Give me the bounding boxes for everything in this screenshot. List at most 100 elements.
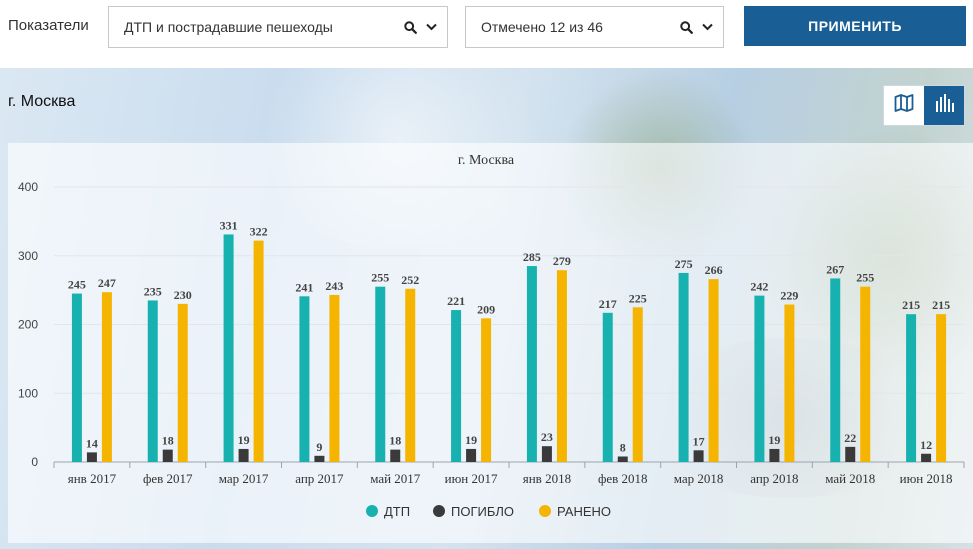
bar	[86, 452, 97, 462]
bar	[451, 310, 462, 462]
indicator-select[interactable]: ДТП и пострадавшие пешеходы	[108, 6, 448, 48]
data-label: 279	[553, 254, 571, 268]
y-tick-label: 300	[18, 249, 38, 263]
bar	[784, 304, 795, 462]
x-tick-label: май 2018	[825, 471, 875, 486]
bar	[405, 288, 416, 462]
bar	[936, 314, 947, 462]
data-label: 17	[693, 434, 705, 448]
data-label: 217	[599, 297, 617, 311]
data-label: 230	[174, 288, 192, 302]
apply-button[interactable]: ПРИМЕНИТЬ	[744, 6, 966, 46]
data-label: 285	[523, 250, 541, 264]
legend-marker	[433, 505, 445, 517]
chevron-down-icon[interactable]	[426, 23, 437, 31]
data-label: 19	[238, 433, 250, 447]
data-label: 14	[86, 436, 98, 450]
bar	[481, 318, 492, 462]
y-tick-label: 400	[18, 180, 38, 194]
data-label: 23	[541, 430, 553, 444]
bar	[375, 286, 386, 462]
indicator-select-value: ДТП и пострадавшие пешеходы	[124, 19, 333, 35]
x-tick-label: июн 2018	[900, 471, 953, 486]
search-icon[interactable]	[404, 20, 417, 34]
data-label: 225	[629, 291, 647, 305]
bar	[329, 294, 340, 462]
data-label: 322	[250, 225, 268, 239]
y-tick-label: 100	[18, 386, 38, 400]
view-toggle	[883, 85, 965, 126]
bar	[223, 234, 234, 462]
bar	[754, 295, 765, 462]
chart-view-button[interactable]	[924, 86, 964, 125]
bar	[299, 296, 310, 462]
x-tick-label: мар 2017	[219, 471, 269, 486]
y-tick-label: 0	[31, 455, 38, 469]
x-tick-label: апр 2018	[750, 471, 798, 486]
bar	[71, 293, 82, 462]
legend-marker	[539, 505, 551, 517]
chart-title: г. Москва	[458, 153, 515, 168]
data-label: 242	[750, 280, 768, 294]
bar	[314, 455, 325, 462]
bar	[253, 240, 264, 462]
x-tick-label: фев 2018	[598, 471, 648, 486]
bar	[678, 272, 689, 462]
bar	[238, 448, 249, 462]
data-label: 215	[932, 298, 950, 312]
data-label: 275	[675, 257, 693, 271]
search-icon[interactable]	[680, 20, 693, 34]
bar	[162, 449, 173, 462]
legend-marker	[366, 505, 378, 517]
region-select[interactable]: Отмечено 12 из 46	[465, 6, 724, 48]
data-label: 9	[316, 440, 322, 454]
region-title: г. Москва	[8, 93, 76, 110]
bar	[693, 450, 704, 462]
region-select-value: Отмечено 12 из 46	[481, 19, 603, 35]
x-tick-label: янв 2017	[68, 471, 117, 486]
data-label: 331	[220, 218, 238, 232]
data-label: 215	[902, 298, 920, 312]
data-label: 241	[295, 280, 313, 294]
bar	[101, 292, 112, 462]
x-tick-label: апр 2017	[295, 471, 344, 486]
data-label: 19	[768, 433, 780, 447]
bar	[906, 314, 917, 462]
data-label: 19	[465, 433, 477, 447]
chart-panel: г. Москва 0 100 200 300 400 245 14 247 янв 2017 23…	[8, 143, 973, 543]
data-label: 221	[447, 294, 465, 308]
bar	[860, 286, 871, 462]
bar	[769, 448, 780, 462]
x-tick-label: фев 2017	[143, 471, 193, 486]
data-label: 245	[68, 278, 86, 292]
bar	[177, 303, 188, 462]
bar	[390, 449, 401, 462]
data-label: 243	[325, 279, 343, 293]
bar	[830, 278, 841, 462]
data-label: 229	[780, 289, 798, 303]
bar	[845, 446, 856, 462]
bar	[708, 279, 719, 462]
legend-label: ПОГИБЛО	[451, 504, 514, 519]
chevron-down-icon[interactable]	[702, 23, 713, 31]
data-label: 22	[844, 431, 856, 445]
y-tick-label: 200	[18, 318, 38, 332]
data-label: 235	[144, 284, 162, 298]
x-tick-label: мар 2018	[674, 471, 724, 486]
data-label: 266	[705, 263, 723, 277]
map-view-button[interactable]	[884, 86, 924, 125]
data-label: 267	[826, 262, 844, 276]
legend-label: РАНЕНО	[557, 504, 611, 519]
bar	[526, 266, 537, 462]
bar-chart: г. Москва 0 100 200 300 400 245 14 247 янв 2017 23…	[18, 153, 965, 519]
filter-bar: Показатели ДТП и пострадавшие пешеходы О…	[0, 0, 973, 68]
map-icon	[894, 94, 914, 117]
data-label: 209	[477, 302, 495, 316]
data-label: 247	[98, 276, 116, 290]
data-label: 18	[389, 434, 401, 448]
data-label: 18	[162, 434, 174, 448]
legend-label: ДТП	[384, 504, 410, 519]
bar	[147, 300, 158, 462]
bar	[466, 448, 477, 462]
x-tick-label: янв 2018	[523, 471, 571, 486]
